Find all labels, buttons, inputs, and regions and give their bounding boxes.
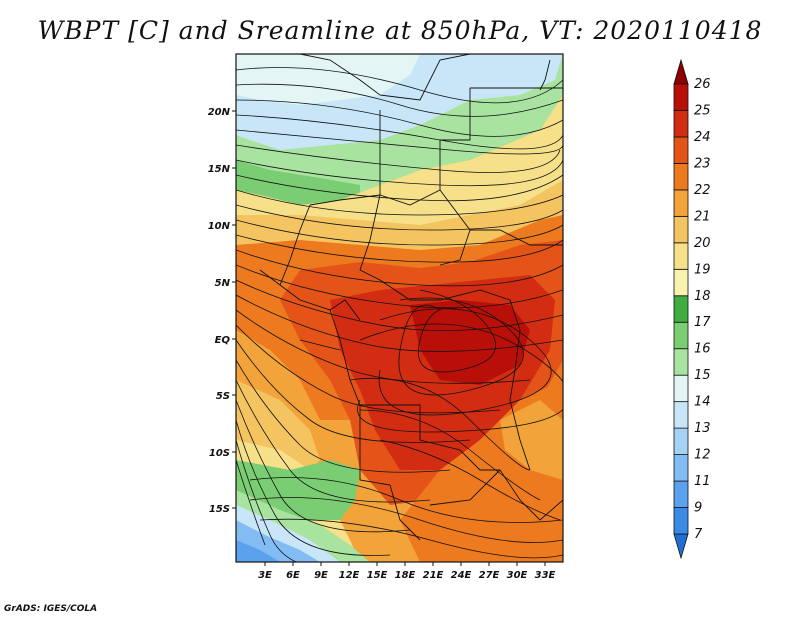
colorbar-label: 25 (694, 103, 711, 118)
colorbar-box (673, 242, 689, 270)
colorbar-label: 14 (694, 395, 711, 410)
colorbar-box (673, 507, 689, 535)
colorbar-label: 13 (694, 421, 711, 436)
colorbar-label: 9 (694, 501, 702, 516)
lon-label: 30E (507, 570, 528, 581)
colorbar-label: 22 (694, 183, 711, 198)
colorbar-box (673, 110, 689, 138)
lat-label: 15N (208, 164, 231, 175)
colorbar-bottom-arrow (673, 533, 689, 560)
colorbar-box (673, 427, 689, 455)
lon-label: 21E (423, 570, 444, 581)
colorbar-box (673, 348, 689, 376)
colorbar-label: 24 (694, 130, 711, 145)
colorbar-label: 15 (694, 368, 711, 383)
lon-label: 18E (395, 570, 416, 581)
colorbar-box (673, 401, 689, 429)
colorbar-label: 7 (694, 527, 703, 542)
lon-label: 6E (286, 570, 300, 581)
axis-ticks (232, 110, 546, 566)
colorbar-top-arrow (673, 58, 689, 85)
map-title: WBPT [C] and Sreamline at 850hPa, VT: 20… (37, 16, 763, 45)
longitude-labels: 3E 6E 9E 12E 15E 18E 21E 24E 27E 30E 33E (258, 570, 555, 581)
latitude-labels: 20N 15N 10N 5N EQ 5S 10S 15S (208, 107, 231, 515)
colorbar-label: 18 (694, 289, 711, 304)
lat-label: 15S (209, 504, 230, 515)
map-frame (235, 53, 564, 563)
lat-label: 10S (209, 448, 230, 459)
colorbar-label: 16 (694, 342, 711, 357)
colorbar-label: 12 (694, 448, 711, 463)
country-borders (259, 54, 563, 541)
lat-label: 20N (208, 107, 231, 118)
lon-label: 27E (479, 570, 500, 581)
footer-credit: GrADS: IGES/COLA (4, 604, 98, 614)
colorbar-box (673, 374, 689, 403)
colorbar-label: 20 (694, 236, 711, 251)
colorbar-box (673, 268, 689, 297)
lat-label: 5N (215, 278, 231, 289)
lon-label: 9E (314, 570, 328, 581)
colorbar-label: 19 (694, 262, 711, 277)
lon-label: 12E (339, 570, 360, 581)
colorbar-label: 26 (694, 77, 711, 92)
colorbar-box (673, 163, 689, 191)
colorbar-box (673, 83, 689, 111)
lon-label: 33E (535, 570, 556, 581)
colorbar-label: 23 (694, 156, 711, 171)
lon-label: 15E (367, 570, 388, 581)
lat-label: 5S (216, 391, 230, 402)
colorbar-box (673, 295, 689, 323)
lon-label: 24E (451, 570, 472, 581)
lon-label: 3E (258, 570, 272, 581)
wbpt-field (236, 54, 563, 562)
colorbar-label: 11 (694, 474, 711, 489)
colorbar-label: 21 (694, 209, 711, 224)
colorbar-box (673, 189, 689, 217)
lat-label: 10N (208, 221, 231, 232)
colorbar-box (673, 215, 689, 244)
colorbar: 7 9 11 12 13 14 15 16 17 18 19 20 21 22 23 24 25 26 (673, 58, 711, 560)
colorbar-box (673, 480, 689, 508)
colorbar-label: 17 (694, 315, 711, 330)
colorbar-box (673, 454, 689, 482)
colorbar-box (673, 321, 689, 350)
lat-label: EQ (215, 335, 231, 346)
colorbar-box (673, 136, 689, 164)
